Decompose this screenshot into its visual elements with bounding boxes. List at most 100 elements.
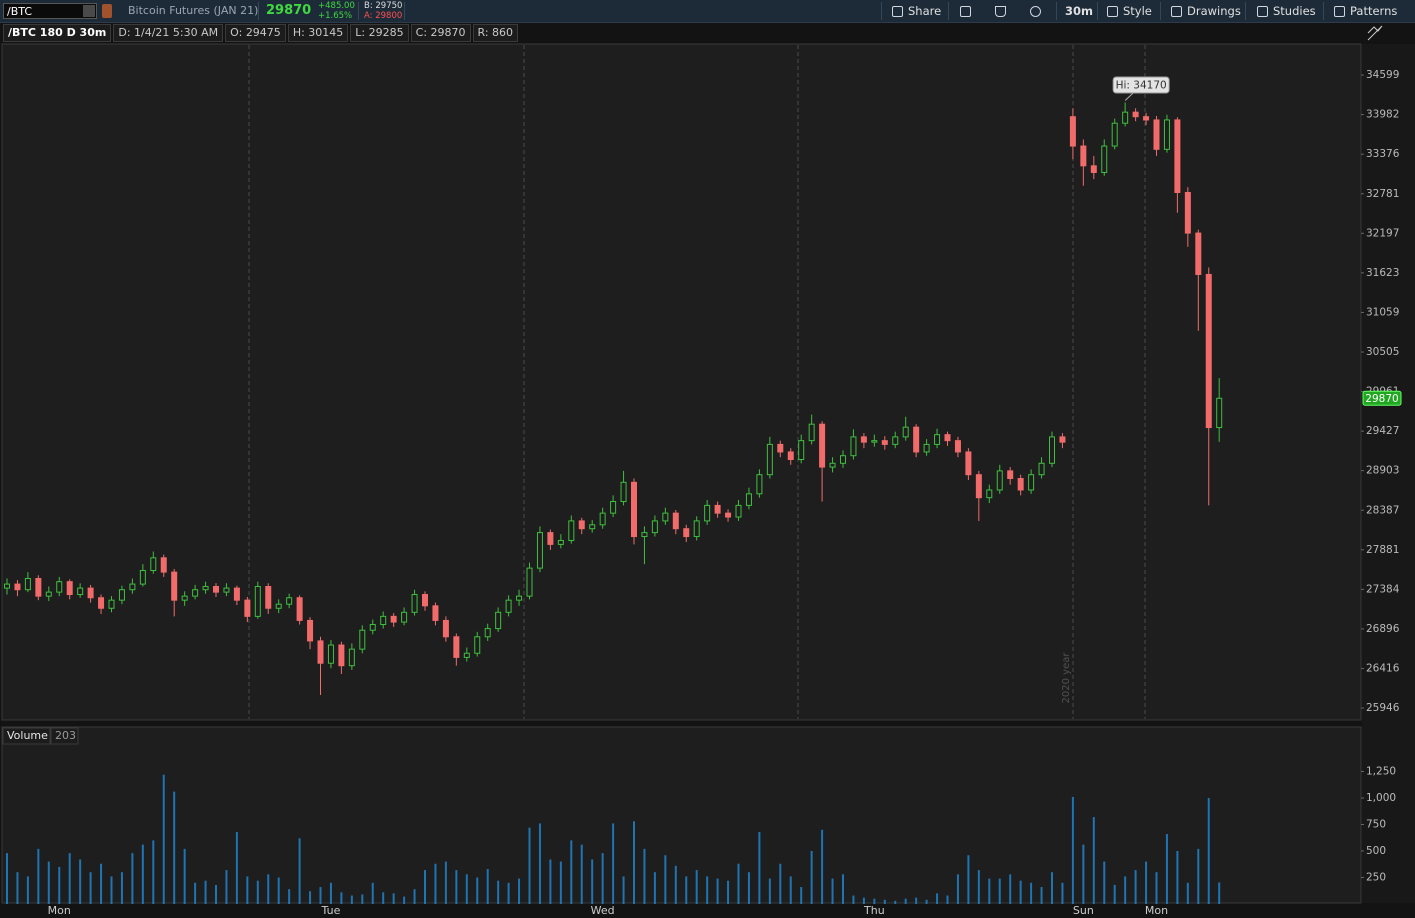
candle-body [881,440,888,445]
high-connector [1124,92,1134,101]
studies-button[interactable]: Studies [1257,0,1316,22]
close-value: 29870 [430,26,466,39]
candle-body [1007,470,1014,480]
candle-body [307,619,314,642]
y-tick-label: 31623 [1366,267,1399,279]
candle-body [1049,436,1055,464]
snapshot-button[interactable] [960,0,971,22]
x-tick-label: Tue [321,904,341,917]
candle-body [526,567,533,597]
timeframe-button[interactable]: 30m [1065,0,1093,22]
volume-bar [173,791,176,904]
volume-bar [789,876,792,904]
volume-pane [1,726,1362,904]
candle-body [139,570,146,585]
candle-body [265,585,272,609]
volume-bar [716,878,719,904]
volume-bar [1134,870,1137,904]
candle-body [14,583,21,591]
candle-body [129,583,136,591]
volume-bar [779,863,782,904]
volume-bar [350,895,353,904]
candle-body [233,587,240,601]
candle-body [745,493,752,506]
candle-body [610,501,617,514]
y-tick-label: 27384 [1366,583,1400,595]
range-label: R: [477,26,489,39]
candle-body [275,603,282,609]
settings-button[interactable] [1030,0,1041,22]
volume-bar [852,895,855,904]
volume-bar [894,900,897,904]
volume-bar [1030,882,1033,904]
change: +485.00 [318,1,355,11]
bid: B: 29750 [364,1,403,11]
candle-body [1017,478,1024,491]
volume-bar [204,880,207,904]
volume-bar [747,872,750,904]
candle-body [56,581,63,593]
candle-body [902,426,909,438]
volume-bar [68,853,71,904]
candle-body [98,597,105,609]
candle-body [66,581,73,596]
volume-bar [235,831,238,904]
volume-bar [946,895,949,904]
candle-body [850,436,857,457]
volume-bar [559,861,562,904]
volume-bar [1145,861,1148,904]
candle-body [536,532,543,569]
volume-bar [267,874,270,904]
share-button[interactable]: Share [892,0,941,22]
volume-bar [141,844,144,904]
volume-bar [685,876,688,904]
description: Bitcoin Futures (JAN 21) [128,4,259,17]
candle-body [1122,111,1129,124]
candle-body [996,470,1003,491]
candle-body [714,504,721,514]
volume-title-box [2,727,51,745]
candle-body [484,628,491,638]
candle-body [934,434,941,445]
candle-body [181,595,188,601]
candle-body [662,512,669,522]
x-tick-label: Mon [1145,904,1168,917]
volume-bar [601,853,604,904]
volume-bar [371,882,374,904]
candle-body [338,644,345,667]
y-tick-label: 25946 [1366,702,1400,714]
study-label: /BTC 180 D 30m [3,24,112,42]
patterns-button[interactable]: Patterns [1334,0,1397,22]
candle-body [913,426,920,453]
volume-bar [1218,882,1221,904]
y-tick-label: 33982 [1366,109,1399,121]
candle-body [965,451,972,476]
volume-bar [1071,796,1074,904]
candle-body [1163,119,1170,150]
link-icon[interactable] [102,4,112,18]
volume-bar [1103,861,1106,904]
candle-body [840,455,846,464]
volume-bar [570,840,573,904]
candle-body [453,636,460,658]
y-tick-label: 34599 [1366,69,1399,81]
drawings-button[interactable]: Drawings [1171,0,1241,22]
lab-button[interactable] [995,0,1006,22]
candle-body [24,577,31,591]
candle-body [4,583,10,589]
volume-tick-label: 750 [1366,819,1386,831]
style-button[interactable]: Style [1107,0,1152,22]
volume-tick-label: 1,250 [1366,766,1396,778]
volume-bar [465,874,468,904]
candle-body [1195,232,1202,275]
volume-bar [1092,817,1095,904]
candle-body [286,597,293,605]
volume-bar [1061,882,1064,904]
candle-body [254,585,261,617]
volume-bar [633,821,635,904]
candle-body [463,652,470,658]
close-label: C: [415,26,428,39]
volume-bar [977,870,980,904]
volume-bar [455,870,458,904]
symbol-input[interactable]: /BTC [3,3,97,19]
